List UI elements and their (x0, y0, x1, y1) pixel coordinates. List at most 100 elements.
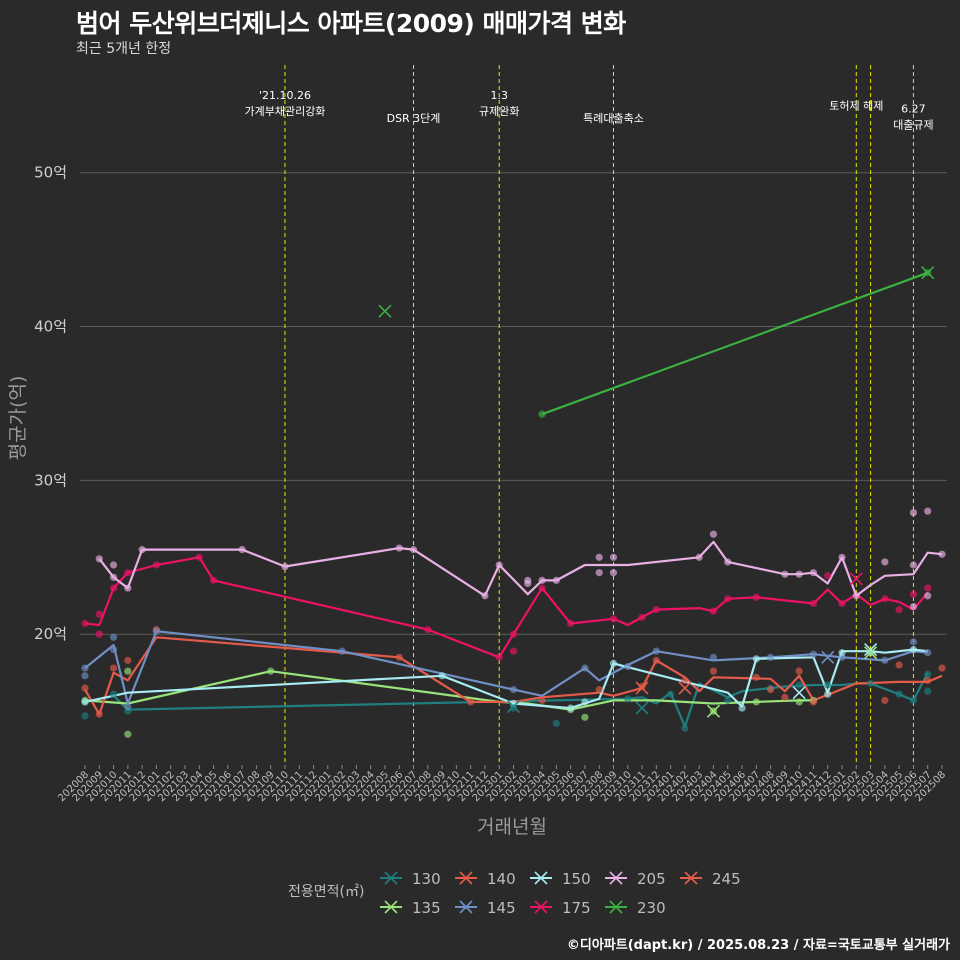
data-point-175 (824, 572, 832, 580)
data-point-205 (109, 573, 118, 581)
data-point-175 (95, 630, 103, 638)
data-point-145 (109, 633, 118, 641)
data-point-205 (552, 576, 560, 584)
series-line-230 (541, 271, 929, 416)
legend-label: 245 (712, 870, 741, 888)
data-point-205 (924, 507, 932, 515)
data-point-145 (624, 662, 632, 671)
data-point-140 (709, 667, 718, 675)
data-point-150 (567, 704, 575, 712)
data-point-135 (124, 730, 132, 738)
data-point-175 (638, 613, 646, 621)
data-point-140 (595, 686, 603, 694)
data-point-205 (795, 570, 803, 578)
data-point-140 (938, 664, 946, 672)
data-point-150 (909, 646, 918, 654)
data-point-205 (809, 569, 818, 577)
data-point-145 (81, 672, 89, 680)
data-point-130 (81, 712, 89, 720)
legend-label: 175 (562, 899, 591, 917)
legend: 전용면적(㎡) 130 140 150 205 245 135 145 175 230 (288, 870, 741, 917)
legend-label: 230 (637, 899, 666, 917)
data-point-175 (709, 607, 718, 615)
event-label: 6.27 (901, 103, 926, 116)
legend-item-245: 245 (680, 870, 741, 888)
data-point-205 (781, 570, 789, 578)
data-point-140 (538, 696, 546, 704)
data-point-135 (795, 698, 803, 706)
cross-marker-150 (864, 643, 878, 657)
cross-marker-135 (706, 704, 721, 718)
cross-marker-135 (864, 646, 878, 660)
data-point-175 (567, 619, 575, 628)
data-point-205 (881, 558, 889, 566)
data-point-205 (409, 546, 418, 554)
data-point-130 (909, 696, 918, 704)
y-axis: 20억 30억 40억 50억 (34, 164, 67, 644)
scatter-points (81, 269, 946, 738)
data-point-175 (881, 595, 889, 603)
chart-subtitle: 최근 5개년 한정 (76, 41, 172, 57)
data-point-175 (895, 606, 903, 614)
event-label: 가계부채관리강화 (244, 105, 325, 118)
cross-marker-230 (378, 304, 392, 318)
event-label: 대출규제 (893, 119, 933, 132)
event-label: 특례대출축소 (583, 112, 644, 125)
data-point-140 (652, 656, 660, 664)
cross-marker-175 (849, 572, 863, 586)
data-point-145 (652, 647, 660, 655)
cross-marker-140 (678, 681, 692, 695)
cross-marker-140 (635, 681, 649, 695)
data-point-175 (752, 593, 760, 601)
data-point-175 (838, 599, 846, 608)
data-point-175 (152, 561, 161, 569)
data-point-175 (109, 584, 118, 592)
data-point-150 (752, 655, 760, 663)
legend-item-175: 175 (530, 899, 591, 917)
event-label: 1.3 (490, 89, 508, 102)
data-point-205 (924, 592, 932, 600)
data-point-145 (81, 664, 89, 672)
data-point-130 (109, 690, 118, 698)
source-caption: ©디아파트(dapt.kr) / 2025.08.23 / 자료=국토교통부 실… (566, 938, 950, 953)
data-point-140 (752, 673, 760, 681)
data-point-230 (538, 410, 546, 418)
data-point-205 (838, 553, 846, 561)
cross-marker-130 (635, 701, 649, 715)
data-point-140 (781, 693, 789, 701)
series-line-145 (84, 630, 928, 705)
data-point-175 (609, 615, 618, 623)
series-line-135 (84, 670, 814, 711)
data-point-150 (838, 649, 846, 657)
data-point-145 (709, 653, 718, 661)
legend-item-145: 145 (455, 899, 516, 917)
data-point-175 (124, 569, 132, 577)
legend-label: 135 (412, 899, 441, 917)
data-point-205 (909, 561, 918, 569)
data-point-175 (809, 599, 818, 608)
data-point-205 (495, 561, 503, 569)
data-point-145 (152, 627, 161, 635)
data-point-140 (395, 653, 403, 661)
cross-marker-150 (792, 686, 806, 700)
data-point-205 (724, 558, 732, 566)
data-point-135 (752, 698, 760, 706)
data-point-140 (795, 667, 803, 675)
data-point-140 (95, 710, 103, 718)
data-point-140 (467, 698, 475, 706)
data-point-140 (681, 676, 689, 684)
cross-marker-230 (921, 266, 935, 280)
data-point-205 (281, 562, 289, 571)
data-point-205 (852, 592, 860, 600)
data-point-130 (724, 696, 732, 704)
data-point-140 (895, 661, 903, 669)
grid-lines (80, 172, 947, 635)
data-point-140 (81, 684, 89, 692)
data-point-175 (509, 630, 518, 638)
data-point-205 (138, 546, 146, 554)
data-point-175 (424, 626, 432, 634)
data-point-140 (109, 664, 118, 672)
data-point-205 (524, 579, 532, 588)
data-point-145 (124, 702, 132, 711)
